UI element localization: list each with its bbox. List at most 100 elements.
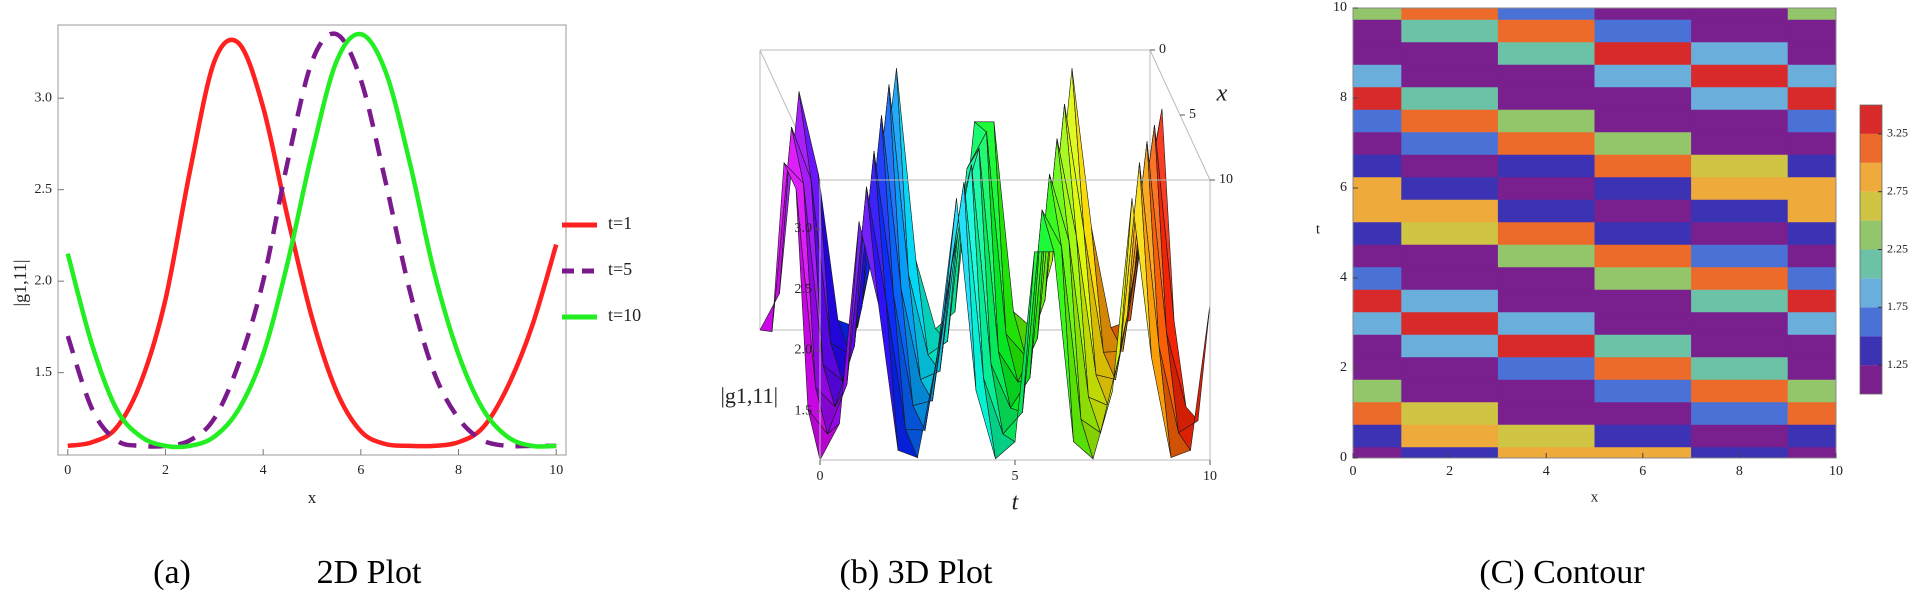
contour-cell [1401,64,1499,88]
contour-cell [1787,401,1837,425]
t-tick-label: 10 [1203,469,1217,484]
x-tick-label: 5 [1189,107,1196,122]
contour-cell [1594,176,1692,200]
contour-cell [1497,64,1595,88]
contour-cell [1691,8,1789,20]
contour-cell [1691,64,1789,88]
contour-cell [1691,131,1789,155]
z-tick-label: 2.0 [795,343,813,358]
y-tick-label: 4 [1340,270,1347,285]
contour-cell [1594,379,1692,403]
colorbar-tick-label: 2.25 [1887,241,1908,255]
contour-cell [1497,266,1595,290]
contour-cell [1594,244,1692,268]
contour-cell [1401,154,1499,178]
contour-cell [1691,289,1789,313]
contour-cell [1691,311,1789,335]
contour-cell [1787,19,1837,43]
contour-cell [1353,446,1402,459]
contour-cell [1787,311,1837,335]
x-tick-label: 4 [1543,464,1550,479]
colorbar-band [1860,220,1882,250]
contour-cell [1497,289,1595,313]
contour-cell [1594,86,1692,110]
contour-cell [1691,86,1789,110]
colorbar-band [1860,336,1882,366]
series-line [65,31,557,450]
contour-cell [1401,334,1499,358]
contour-cell [1787,8,1837,20]
x-tick-label: 8 [1736,464,1743,479]
contour-cell [1594,334,1692,358]
colorbar-tick-label: 2.75 [1887,183,1908,197]
contour-cell [1353,356,1402,380]
y-tick-label: 3.0 [35,90,53,105]
contour-cell [1691,266,1789,290]
contour-cell [1594,266,1692,290]
y-tick-label: 2 [1340,360,1347,375]
colorbar-band [1860,162,1882,192]
contour-cell [1401,131,1499,155]
z-tick-label: 2.5 [795,282,813,297]
contour-cell [1594,424,1692,448]
colorbar-band [1860,133,1882,163]
contour-cell [1594,8,1692,20]
caption: 2D Plot [317,554,422,591]
x-tick-label: 2 [1446,464,1453,479]
legend-label: t=1 [608,213,632,233]
contour-cell [1497,176,1595,200]
contour-cell [1594,199,1692,223]
contour-cell [1787,334,1837,358]
contour-cell [1401,424,1499,448]
contour-cell [1401,244,1499,268]
contour-cell [1353,109,1402,133]
contour-cell [1353,199,1402,223]
contour-cell [1353,176,1402,200]
contour-cell [1691,401,1789,425]
contour-cell [1691,199,1789,223]
colorbar-tick-label: 1.75 [1887,299,1908,313]
contour-cell [1497,86,1595,110]
x-tick-label: 2 [162,463,169,478]
t-tick-label: 0 [817,469,824,484]
contour-cell [1594,64,1692,88]
contour-cell [1497,199,1595,223]
contour-cell [1787,109,1837,133]
contour-cell [1353,64,1402,88]
contour-cell [1691,41,1789,65]
contour-cell [1594,154,1692,178]
colorbar-band [1860,191,1882,221]
contour-cell [1787,199,1837,223]
z-tick-label: 3.0 [795,221,813,236]
contour-cell [1787,221,1837,245]
contour-cell [1497,221,1595,245]
contour-cell [1691,154,1789,178]
y-tick-label: 2.0 [35,273,53,288]
contour-cell [1401,41,1499,65]
t-axis-label: t [1012,490,1020,516]
plot-frame [57,24,567,456]
contour-cell [1401,401,1499,425]
colorbar-band [1860,105,1882,134]
t-tick-label: 5 [1012,469,1019,484]
contour-cell [1787,64,1837,88]
contour-cell [1401,199,1499,223]
y-tick-label: 0 [1340,450,1347,465]
contour-cell [1497,379,1595,403]
contour-cell [1691,334,1789,358]
contour-cell [1787,446,1837,459]
colorbar-band [1860,278,1882,308]
contour-cell [1401,266,1499,290]
contour-cell [1353,266,1402,290]
contour-cell [1594,41,1692,65]
contour-cell [1353,86,1402,110]
contour-cell [1787,41,1837,65]
contour-cell [1353,244,1402,268]
contour-cell [1691,109,1789,133]
contour-cell [1353,8,1402,20]
contour-cell [1497,109,1595,133]
x-tick-label: 10 [1219,172,1233,187]
x-tick-label: 0 [1159,42,1166,57]
colorbar-tick-label: 1.25 [1887,357,1908,371]
x-tick-label: 4 [260,463,267,478]
